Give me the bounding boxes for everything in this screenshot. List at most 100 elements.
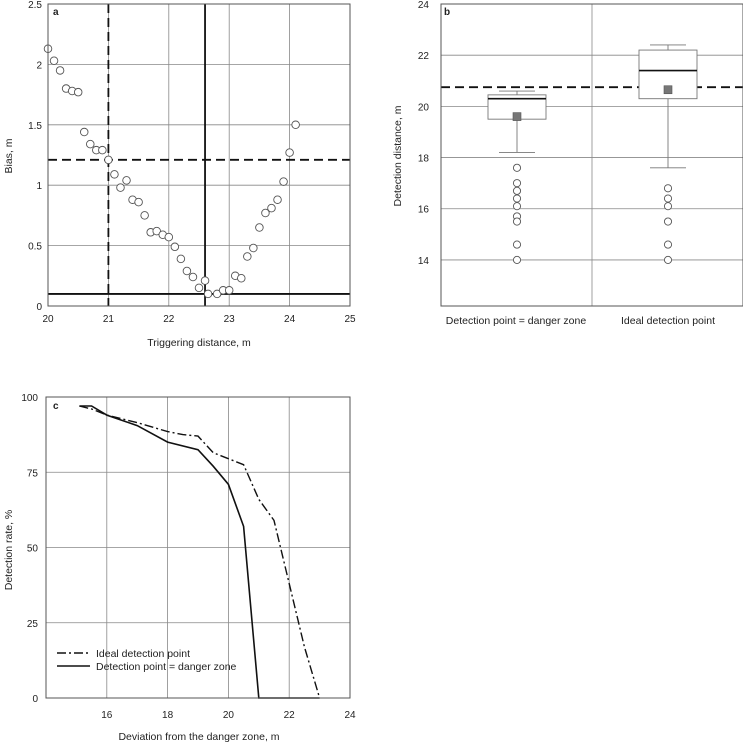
panel-c-x-tick-label: 22 — [284, 710, 296, 721]
panel-a-data-point — [285, 148, 294, 157]
panel-a-data-point — [200, 276, 210, 285]
panel-b-frame — [440, 3, 743, 307]
panel-c-y-tick-label: 0 — [32, 694, 38, 705]
panel-b-grid — [441, 4, 743, 306]
panel-a-data-point — [267, 203, 276, 213]
panel-c-y-tick-label: 75 — [27, 468, 39, 479]
panel-a-y-tick-label: 2.5 — [28, 0, 42, 11]
box-mean-marker — [663, 85, 673, 95]
panel-c-y-tick-label: 25 — [27, 619, 39, 630]
box-outlier-point — [512, 179, 522, 188]
panel-a-data-point — [203, 289, 213, 299]
panel-a-data-point — [98, 145, 107, 155]
panel-c-tick-labels: 16 18 20 22 24 0 25 50 75 100 — [21, 393, 356, 721]
panel-b-y-tick-label: 16 — [418, 205, 430, 216]
panel-a-data-point — [176, 254, 186, 264]
panel-a-x-tick-label: 22 — [163, 314, 175, 325]
panel-a-x-tick-label: 24 — [284, 314, 296, 325]
panel-a-data-point — [49, 56, 59, 66]
panel-a-data-point — [279, 177, 288, 186]
panel-a-data-point — [273, 195, 282, 204]
panel-a-points — [43, 44, 300, 299]
panel-a-y-tick-label: 1 — [36, 181, 42, 192]
panel-a-data-point — [291, 120, 300, 130]
panel-c-grid — [46, 397, 350, 698]
panel-a-data-point — [86, 139, 95, 149]
panel-a-data-point — [249, 243, 258, 253]
panel-a-data-point — [188, 272, 198, 282]
panel-a-y-tick-label: 1.5 — [28, 121, 42, 132]
box-outlier-point — [663, 255, 673, 264]
panel-a-data-point — [224, 286, 234, 295]
panel-a-frame — [47, 3, 351, 307]
panel-a-data-point — [73, 87, 83, 97]
legend-label-danger-zone: Detection point = danger zone — [96, 661, 237, 673]
panel-a-data-point — [212, 289, 222, 299]
panel-a-x-tick-label: 25 — [344, 314, 356, 325]
panel-a-data-point — [152, 226, 161, 236]
panel-a-data-point — [194, 283, 204, 293]
box-outlier-point — [512, 186, 522, 195]
panel-c-x-tick-label: 18 — [162, 710, 174, 721]
panel-a-data-point — [261, 208, 270, 218]
panel-b-tick-labels: 14 16 18 20 22 24 — [418, 0, 430, 267]
box-outlier-point — [663, 194, 673, 203]
box-outlier-point — [512, 255, 522, 264]
panel-a-y-axis-label: Bias, m — [3, 138, 15, 173]
box-outlier-point — [663, 217, 673, 226]
panel-b-letter: b — [444, 7, 450, 18]
panel-c-legend: Ideal detection point Detection point = … — [57, 648, 237, 673]
panel-a-data-point — [243, 252, 252, 261]
panel-c-series-line-ideal — [79, 405, 321, 699]
panel-b-y-tick-label: 24 — [418, 0, 430, 11]
legend-label-ideal: Ideal detection point — [96, 648, 190, 660]
box-outlier-point — [512, 194, 522, 203]
panel-a-tick-labels: 20 21 22 23 24 25 0 0.5 1 1.5 2 2.5 — [28, 0, 356, 325]
panel-b-category-label-1: Detection point = danger zone — [446, 315, 587, 327]
panel-c-x-axis-label: Deviation from the danger zone, m — [118, 731, 279, 743]
panel-a-x-tick-label: 20 — [42, 314, 54, 325]
panel-a-data-point — [255, 223, 264, 232]
panel-c-x-tick-label: 20 — [223, 710, 235, 721]
box-outlier-point — [512, 202, 522, 211]
panel-a-x-tick-label: 23 — [224, 314, 236, 325]
box-mean-marker — [512, 112, 522, 121]
panel-a-grid — [48, 4, 350, 306]
panel-a-data-point — [237, 273, 246, 283]
panel-a-data-point — [170, 242, 180, 252]
panel-c-y-tick-label: 50 — [27, 544, 39, 555]
box-outlier-point — [512, 163, 522, 172]
box-outlier-point — [663, 184, 673, 193]
panel-a-bias-chart: 20 21 22 23 24 25 0 0.5 1 1.5 2 2.5 a Triggering di… — [3, 0, 356, 349]
panel-b-category-label-2: Ideal detection point — [621, 315, 715, 327]
panel-a-x-axis-label: Triggering distance, m — [147, 337, 251, 349]
panel-a-y-tick-label: 0.5 — [28, 242, 42, 253]
panel-b-y-tick-label: 18 — [418, 154, 430, 165]
panel-a-data-point — [104, 155, 113, 165]
box-outlier-point — [512, 240, 522, 249]
panel-a-reference-lines — [48, 4, 350, 306]
panel-a-data-point — [182, 266, 192, 276]
panel-a-data-point — [164, 232, 174, 242]
panel-a-x-tick-label: 21 — [103, 314, 115, 325]
panel-a-data-point — [116, 183, 125, 192]
panel-c-detection-rate-chart: 16 18 20 22 24 0 25 50 75 100 Ideal detection poi… — [3, 393, 356, 743]
panel-a-data-point — [140, 211, 149, 220]
panel-b-y-tick-label: 14 — [418, 256, 430, 267]
panel-a-data-point — [55, 66, 65, 75]
panel-c-y-tick-label: 100 — [21, 393, 38, 404]
panel-b-y-axis-label: Detection distance, m — [392, 105, 404, 206]
panel-a-data-point — [110, 170, 119, 179]
box-outlier-point — [663, 240, 673, 249]
panel-b-y-tick-label: 22 — [418, 51, 430, 62]
panel-c-x-tick-label: 16 — [101, 710, 113, 721]
panel-a-letter: a — [53, 7, 59, 18]
box-outlier-point — [663, 202, 673, 211]
panel-a-y-tick-label: 2 — [36, 60, 42, 71]
panel-c-y-axis-label: Detection rate, % — [3, 510, 15, 591]
panel-b-detection-distance-boxplot: 14 16 18 20 22 24 b Detection point = danger … — [392, 0, 743, 327]
panel-a-y-tick-label: 0 — [36, 302, 42, 313]
panel-b-y-tick-label: 20 — [418, 102, 430, 113]
panel-c-frame — [45, 396, 351, 699]
